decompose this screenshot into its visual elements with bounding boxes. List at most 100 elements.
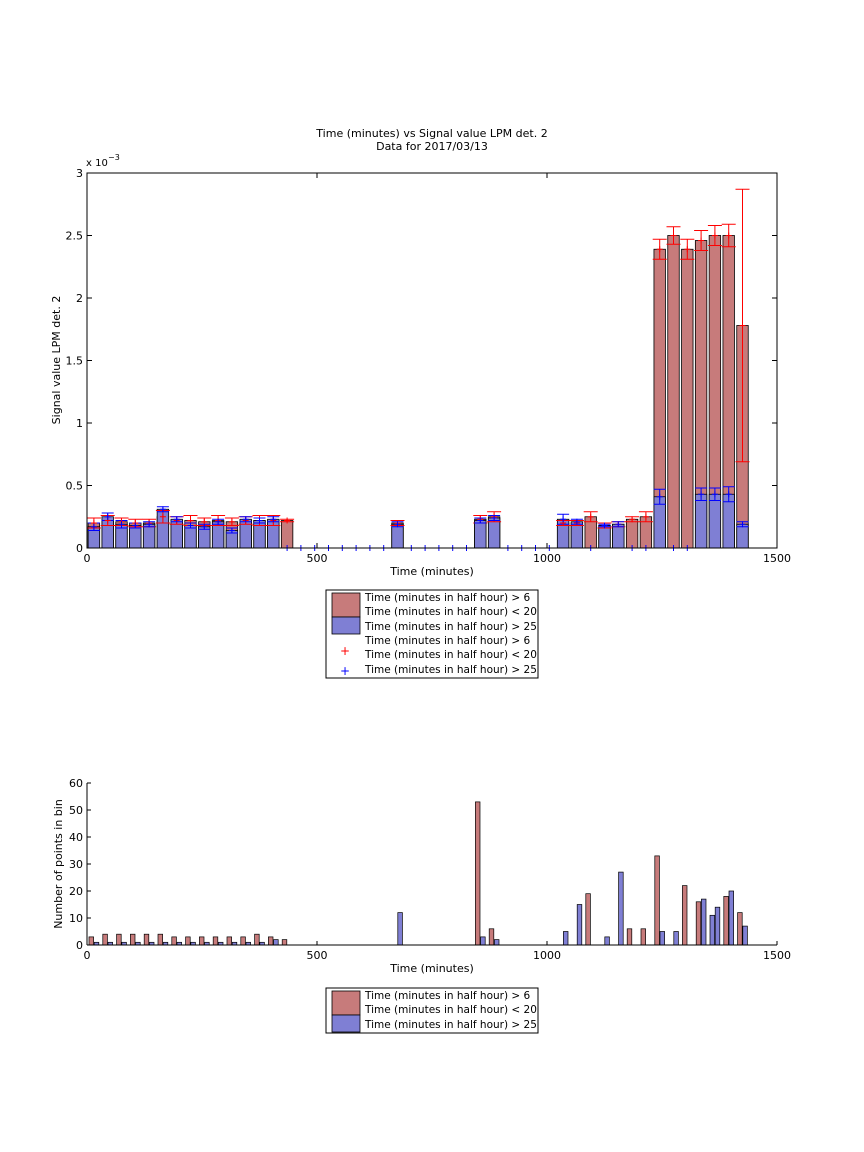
top-ylabel: Signal value LPM det. 2 <box>50 296 63 425</box>
top-legend-entry-2: Time (minutes in half hour) < 20 <box>364 606 537 618</box>
bottom-xlabel: Time (minutes) <box>389 962 474 975</box>
count-bar-blue <box>563 931 569 946</box>
bar-blue <box>198 526 211 549</box>
count-bar-red <box>695 901 702 946</box>
count-bar-blue <box>397 912 403 946</box>
count-bar-red <box>157 933 163 946</box>
top-legend: + + Time (minutes in half hour) > 6 Time… <box>325 589 539 679</box>
count-bar-blue <box>480 936 486 946</box>
top-ytick-label: 0.5 <box>66 480 84 493</box>
bottom-ytick-label: 20 <box>69 885 83 898</box>
count-bar-red <box>723 896 729 946</box>
count-bar-red <box>88 936 94 946</box>
bottom-ytick-label: 40 <box>69 831 83 844</box>
count-bar-red <box>212 936 219 946</box>
top-legend-entry-1: Time (minutes in half hour) > 6 <box>364 592 531 604</box>
top-exponent-power: −3 <box>108 153 120 162</box>
top-axes-box <box>86 172 778 549</box>
count-bar-red <box>199 936 205 946</box>
count-bar-red <box>254 933 260 946</box>
top-xtick-label: 1000 <box>533 552 561 565</box>
top-chart: Time (minutes) vs Signal value LPM det. … <box>50 127 791 578</box>
bar-red <box>625 518 639 549</box>
top-ytick-label: 1 <box>76 417 83 430</box>
count-bar-blue <box>728 890 734 946</box>
count-bar-blue <box>742 925 748 946</box>
bottom-ytick-label: 30 <box>69 858 83 871</box>
top-xtick-label: 0 <box>84 552 91 565</box>
bottom-legend: Time (minutes in half hour) > 6 Time (mi… <box>325 987 539 1034</box>
legend-marker-red: + <box>340 644 350 658</box>
count-bar-red <box>281 939 288 946</box>
top-ytick-label: 3 <box>76 167 83 180</box>
top-exponent-base: x 10 <box>86 158 108 169</box>
bar-blue <box>142 523 156 549</box>
top-ytick-label: 2 <box>76 292 83 305</box>
count-bar-red <box>585 893 591 946</box>
count-bar-blue <box>273 939 279 946</box>
top-ytick-label: 1.5 <box>66 355 84 368</box>
bottom-ytick-label: 50 <box>69 804 83 817</box>
bar-blue <box>694 493 708 549</box>
count-bar-red <box>488 928 495 946</box>
count-bar-red <box>240 936 246 946</box>
count-bar-red <box>116 933 122 946</box>
bar-blue <box>129 525 142 549</box>
count-bar-red <box>737 912 743 946</box>
top-plot-area: 0 500 1000 1500 0 0.5 1 1.5 2 2.5 3 <box>66 167 792 565</box>
count-bar-red <box>185 936 191 946</box>
count-bar-blue <box>618 871 624 946</box>
count-bar-blue <box>673 931 679 946</box>
bar-red <box>280 520 294 549</box>
bar-blue <box>487 517 501 549</box>
top-legend-entry-4: Time (minutes in half hour) > 6 <box>364 635 531 647</box>
legend-swatch-red <box>331 592 361 618</box>
bottom-legend-swatch-red <box>331 990 361 1016</box>
count-bar-blue <box>604 936 610 946</box>
top-legend-box <box>325 589 539 679</box>
bar-blue <box>722 493 735 549</box>
bottom-plot-area: 0 500 1000 1500 0 10 20 30 40 50 60 <box>69 777 791 962</box>
bar-blue <box>598 525 611 549</box>
count-bar-blue <box>494 939 500 946</box>
count-bar-blue <box>709 914 715 946</box>
bar-red <box>667 235 680 549</box>
bottom-xtick-label: 1000 <box>533 949 561 962</box>
count-bar-blue <box>659 931 665 946</box>
top-xtick-label: 1500 <box>763 552 791 565</box>
bottom-legend-entry-2: Time (minutes in half hour) < 20 <box>364 1004 537 1016</box>
count-bar-blue <box>576 904 583 946</box>
legend-swatch-blue <box>331 616 361 635</box>
count-bar-blue <box>714 906 721 946</box>
bottom-xtick-label: 0 <box>84 949 91 962</box>
bottom-ytick-label: 60 <box>69 777 83 790</box>
count-bar-red <box>171 936 177 946</box>
bottom-legend-swatch-blue <box>331 1014 361 1033</box>
count-bar-red <box>654 855 660 946</box>
top-ytick-label: 2.5 <box>66 230 84 243</box>
legend-marker-blue: + <box>340 664 350 678</box>
count-bar-red <box>268 936 274 946</box>
bar-blue <box>184 525 197 549</box>
bottom-xtick-label: 1500 <box>763 949 791 962</box>
bottom-chart: Number of points in bin Time (minutes) 0… <box>52 777 791 975</box>
bar-blue <box>391 523 404 549</box>
bottom-legend-box <box>325 987 539 1034</box>
count-bar-red <box>682 885 688 946</box>
top-title-line2: Data for 2017/03/13 <box>376 140 488 153</box>
bar-blue <box>612 523 625 549</box>
count-bar-red <box>102 933 108 946</box>
count-bar-blue <box>701 898 707 946</box>
count-bar-red <box>640 928 646 946</box>
bottom-legend-entry-3: Time (minutes in half hour) > 25 <box>364 1019 537 1031</box>
bottom-ylabel: Number of points in bin <box>52 799 65 929</box>
top-legend-entry-6: Time (minutes in half hour) > 25 <box>364 664 537 676</box>
count-bar-red <box>475 801 481 946</box>
top-legend-entry-3: Time (minutes in half hour) > 25 <box>364 621 537 633</box>
bottom-ytick-label: 10 <box>69 912 83 925</box>
count-bar-red <box>226 936 232 946</box>
top-title-line1: Time (minutes) vs Signal value LPM det. … <box>315 127 547 140</box>
bar-blue <box>736 523 749 549</box>
bar-red <box>681 248 694 549</box>
